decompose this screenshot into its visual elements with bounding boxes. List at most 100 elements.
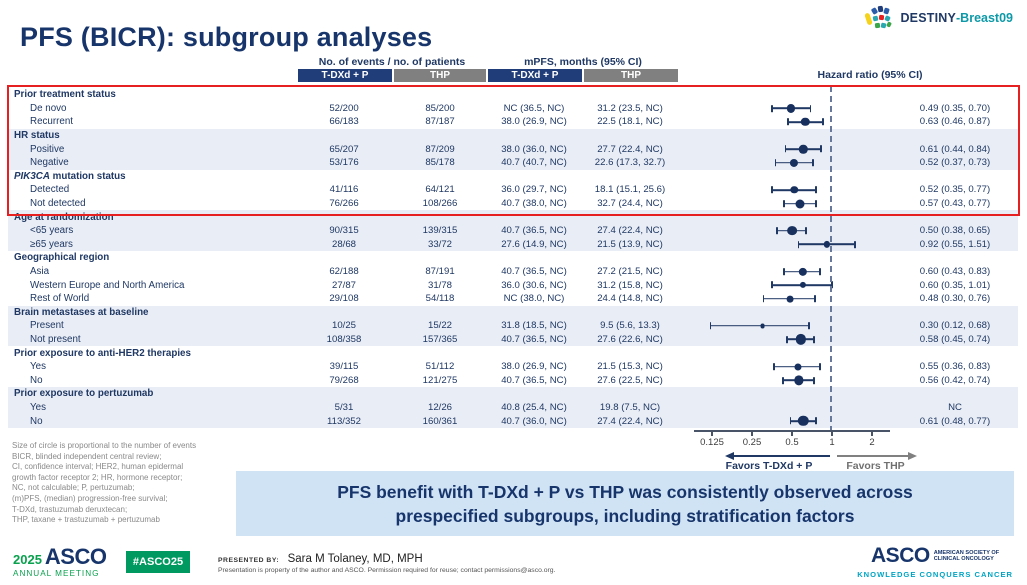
- events-thp: 33/72: [427, 238, 452, 250]
- subgroup-label: HR status: [14, 130, 60, 142]
- asco-motto: KNOWLEDGE CONQUERS CANCER: [857, 570, 1013, 579]
- footnote-line: THP, taxane + trastuzumab + pertuzumab: [12, 515, 160, 525]
- arm-header-tdxd-events: T-DXd + P: [298, 69, 392, 82]
- hazard-ratio-value: 0.56 (0.42, 0.74): [919, 374, 991, 386]
- meeting-year: 2025: [13, 552, 42, 567]
- events-thp: 85/200: [425, 102, 455, 114]
- hr-point: [798, 267, 807, 276]
- hazard-ratio-value: 0.61 (0.48, 0.77): [919, 415, 991, 427]
- table-row: <65 years 90/315 139/315 40.7 (36.5, NC) 27.…: [8, 223, 1018, 238]
- events-tdxd: 39/115: [329, 361, 359, 373]
- destiny-breast09-logo: DESTINY-Breast09: [865, 5, 1013, 31]
- events-tdxd: 52/200: [329, 102, 359, 114]
- hazard-ratio-value: 0.57 (0.43, 0.77): [919, 198, 991, 210]
- events-tdxd: 108/358: [326, 333, 362, 345]
- table-row: Recurrent 66/183 87/187 38.0 (26.9, NC) 22.5…: [8, 115, 1018, 129]
- axis-tick-label: 0.25: [742, 437, 762, 448]
- hr-point: [824, 241, 831, 248]
- hr-point: [799, 282, 806, 289]
- mpfs-tdxd: 38.0 (36.0, NC): [501, 143, 567, 155]
- events-tdxd: 90/315: [329, 225, 359, 237]
- mpfs-tdxd: 36.0 (29.7, NC): [501, 184, 567, 196]
- subgroup-label: Not detected: [30, 198, 86, 210]
- forest-cell: [678, 265, 900, 279]
- events-thp: 87/187: [425, 116, 455, 128]
- hazard-ratio-value: 0.52 (0.35, 0.77): [919, 184, 991, 196]
- permission-disclaimer: Presentation is property of the author a…: [218, 567, 556, 574]
- events-tdxd: 28/68: [331, 238, 356, 250]
- mpfs-tdxd: 40.8 (25.4, NC): [501, 401, 567, 413]
- forest-cell: [678, 319, 900, 333]
- footnote-line: BICR, blinded independent central review…: [12, 451, 162, 461]
- events-thp: 160/361: [422, 415, 458, 427]
- asco-annual-meeting-logo: 2025 ASCO ANNUAL MEETING: [13, 544, 107, 578]
- arm-header-tdxd-mpfs: T-DXd + P: [488, 69, 582, 82]
- destiny-mosaic-icon: [865, 5, 892, 29]
- study-name: DESTINY-Breast09: [900, 9, 1013, 27]
- table-row: Negative 53/176 85/178 40.7 (40.7, NC) 22.6 …: [8, 155, 1018, 170]
- axis-tick-label: 0.125: [700, 437, 724, 448]
- events-thp: 51/112: [425, 361, 455, 373]
- events-tdxd: 65/207: [329, 143, 359, 155]
- events-thp: 31/78: [427, 279, 452, 291]
- events-thp: 54/118: [425, 293, 455, 305]
- group-header-row: Prior exposure to pertuzumab: [8, 387, 1018, 401]
- table-row: Yes 5/31 12/26 40.8 (25.4, NC) 19.8 (7.5, NC…: [8, 400, 1018, 415]
- mpfs-tdxd: NC (36.5, NC): [503, 102, 565, 114]
- mpfs-tdxd: 40.7 (36.0, NC): [501, 415, 567, 427]
- table-row: Yes 39/115 51/112 38.0 (26.9, NC) 21.5 (15.3…: [8, 360, 1018, 374]
- footnote-line: NC, not calculable; P, pertuzumab;: [12, 483, 135, 493]
- axis-tick: [751, 430, 753, 436]
- arm-header-thp-events: THP: [394, 69, 486, 82]
- events-thp: 87/191: [425, 266, 455, 278]
- asco-tagline-1: AMERICAN SOCIETY OF: [933, 549, 1000, 556]
- favors-left-arrow: [725, 451, 830, 460]
- ci-whisker: [709, 322, 810, 329]
- events-tdxd: 41/116: [329, 184, 359, 196]
- forest-cell: [678, 197, 900, 211]
- asco-logo-tagline: AMERICAN SOCIETY OF CLINICAL ONCOLOGY: [934, 550, 999, 563]
- table-row: Rest of World 29/108 54/118 NC (38.0, NC) 24…: [8, 292, 1018, 306]
- events-thp: 139/315: [422, 225, 458, 237]
- meeting-subtitle: ANNUAL MEETING: [13, 569, 100, 578]
- subgroup-label: De novo: [30, 102, 67, 114]
- forest-cell: [678, 102, 900, 116]
- meeting-org: ASCO: [44, 544, 107, 569]
- hr-point: [787, 225, 797, 236]
- subgroup-label: Yes: [30, 361, 46, 373]
- events-tdxd: 53/176: [329, 157, 359, 169]
- reference-line-hr1: [830, 86, 832, 432]
- mpfs-thp: 27.7 (22.4, NC): [597, 143, 663, 155]
- events-thp: 85/178: [425, 157, 455, 169]
- forest-cell: [678, 360, 900, 374]
- subgroup-label: Not present: [30, 333, 81, 345]
- events-tdxd: 79/268: [329, 374, 359, 386]
- study-name-suffix: -Breast09: [956, 11, 1013, 25]
- axis-tick: [711, 430, 713, 436]
- footnote-line: Size of circle is proportional to the nu…: [12, 441, 197, 450]
- subgroup-label: Prior exposure to anti-HER2 therapies: [14, 347, 191, 359]
- mpfs-tdxd: 40.7 (40.7, NC): [501, 157, 567, 169]
- mpfs-tdxd: 31.8 (18.5, NC): [501, 320, 567, 332]
- table-row: Detected 41/116 64/121 36.0 (29.7, NC) 18.1 …: [8, 183, 1018, 197]
- table-row: ≥65 years 28/68 33/72 27.6 (14.9, NC) 21.5 (…: [8, 237, 1018, 252]
- subgroup-label: Recurrent: [30, 116, 74, 128]
- subgroup-label: Geographical region: [14, 252, 110, 264]
- hr-point: [798, 415, 809, 427]
- events-thp: 12/26: [427, 401, 452, 413]
- table-row: Positive 65/207 87/209 38.0 (36.0, NC) 27.7 …: [8, 142, 1018, 156]
- subgroup-label: Age at randomization: [14, 211, 114, 223]
- presenter-name: Sara M Tolaney, MD, MPH: [287, 553, 423, 565]
- group-header-row: HR status: [8, 128, 1018, 143]
- forest-cell: [678, 251, 900, 265]
- mpfs-thp: 21.5 (15.3, NC): [597, 361, 663, 373]
- group-header-row: Age at randomization: [8, 210, 1018, 224]
- events-thp: 64/121: [425, 184, 455, 196]
- forest-table: Prior treatment status De novo 52/200 85/20…: [8, 88, 1018, 428]
- subgroup-label: Present: [30, 320, 64, 332]
- subgroup-label: Rest of World: [30, 293, 90, 305]
- forest-cell: [678, 224, 900, 238]
- hazard-ratio-value: 0.58 (0.45, 0.74): [919, 333, 991, 345]
- subgroup-label: ≥65 years: [30, 238, 73, 250]
- subgroup-label: Prior exposure to pertuzumab: [14, 388, 154, 400]
